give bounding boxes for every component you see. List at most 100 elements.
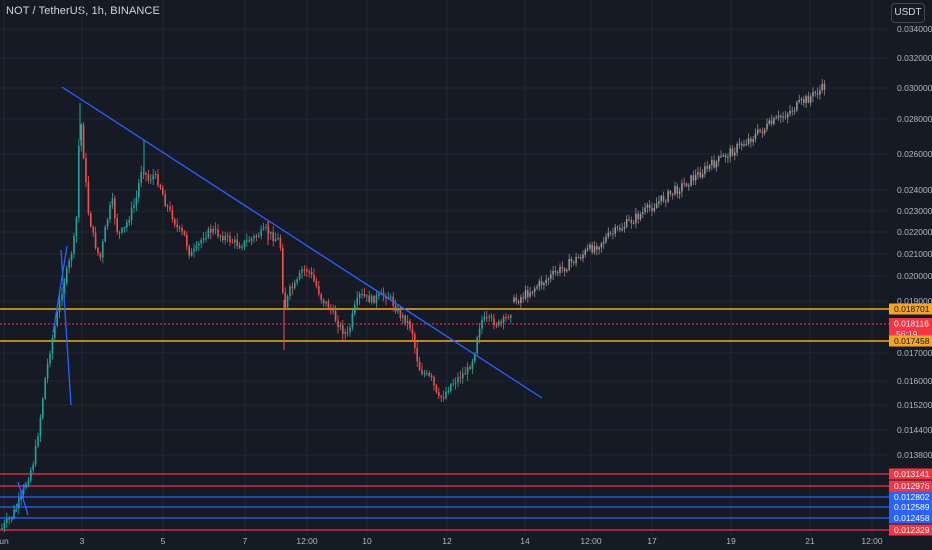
candle-body	[111, 198, 114, 206]
projected-candle-body	[722, 155, 725, 157]
candle-body	[363, 293, 366, 297]
candle-body	[406, 321, 409, 323]
price-tick-label: 0.024000	[897, 185, 932, 195]
currency-button[interactable]: USDT	[891, 3, 925, 23]
candle-body	[409, 321, 411, 329]
projected-candle-body	[577, 256, 580, 258]
projected-candle-body	[807, 96, 810, 103]
candle-body	[116, 218, 118, 233]
candle-body	[152, 175, 154, 180]
projected-candle-body	[513, 297, 515, 302]
projected-candle-body	[685, 183, 688, 187]
candle-body	[346, 331, 349, 333]
projected-candle-body	[667, 191, 669, 202]
candle-body	[229, 235, 231, 242]
candle-body	[430, 375, 433, 378]
candle-body	[471, 361, 474, 369]
candle-body	[445, 391, 447, 399]
candle-body	[493, 318, 495, 326]
candle-body	[414, 334, 416, 348]
projected-candle-body	[803, 99, 805, 104]
candle-body	[390, 296, 392, 298]
projected-candle-body	[683, 183, 685, 185]
rally-trendline-lower	[60, 249, 72, 406]
price-tag	[889, 491, 932, 503]
projected-candle-body	[697, 172, 699, 175]
candle-body	[255, 235, 258, 237]
candle-body	[243, 240, 246, 248]
candle-body	[190, 251, 193, 256]
projected-candle-body	[607, 232, 610, 237]
candle-body	[183, 231, 186, 235]
price-tag-label: 0.018116	[894, 319, 929, 329]
projected-candle-body	[524, 290, 527, 299]
candle-body	[368, 295, 370, 303]
candle-body	[114, 198, 116, 219]
candle-body	[382, 292, 385, 297]
candle-body	[342, 325, 344, 334]
candle-body	[6, 518, 8, 524]
candle-body	[464, 373, 466, 375]
projected-candle-body	[589, 244, 591, 249]
candle-body	[361, 293, 363, 295]
projected-candle-body	[665, 201, 667, 203]
projected-candle-body	[536, 286, 538, 289]
projected-candle-body	[729, 148, 731, 158]
candle-body	[27, 480, 30, 485]
candle-body	[46, 363, 49, 379]
candle-body	[332, 310, 334, 312]
projected-candle-body	[573, 261, 575, 264]
projected-candle-body	[786, 114, 789, 118]
candle-body	[310, 271, 313, 275]
projected-candle-body	[750, 138, 752, 143]
candle-body	[140, 171, 142, 183]
candle-body	[56, 311, 58, 326]
projected-candle-body	[671, 193, 674, 195]
projected-candle-body	[639, 214, 642, 220]
candle-body	[265, 226, 267, 228]
base-trendline-b	[17, 481, 29, 516]
candle-body	[97, 247, 99, 254]
chart-title: NOT / TetherUS, 1h, BINANCE	[6, 5, 160, 17]
candle-body	[301, 269, 303, 273]
candle-body	[214, 228, 217, 230]
projected-candle-body	[816, 93, 819, 95]
price-tag	[889, 480, 932, 492]
candle-body	[481, 319, 483, 329]
time-tick-label: 21	[805, 536, 815, 546]
projected-candle-body	[706, 166, 708, 169]
projected-candle-body	[660, 195, 662, 202]
projected-candle-body	[690, 175, 692, 186]
descending-trendline	[61, 86, 543, 399]
projected-candle-body	[768, 120, 771, 124]
candle-body	[212, 228, 214, 233]
base-trendline-a	[11, 481, 27, 521]
projected-candle-body	[586, 248, 589, 250]
candle-body	[3, 523, 6, 528]
candle-body	[147, 174, 150, 181]
projected-candle-body	[635, 213, 637, 223]
level-lines	[0, 308, 889, 531]
candle-body	[442, 397, 445, 399]
candle-body	[121, 228, 123, 233]
candle-body	[375, 295, 378, 303]
price-tick-label: 0.034000	[897, 24, 932, 34]
price-tick-label: 0.032000	[897, 53, 932, 63]
candle-body	[282, 248, 284, 293]
candle-body	[351, 313, 354, 328]
projected-candle-body	[568, 258, 570, 271]
candle-body	[459, 377, 462, 379]
candle-body	[370, 296, 373, 303]
candle-body	[500, 321, 502, 323]
projected-candle-body	[823, 83, 826, 91]
candle-body	[217, 229, 219, 237]
projected-candle-body	[782, 116, 784, 118]
candle-body	[277, 237, 279, 240]
projected-candle-body	[692, 175, 695, 181]
projected-candle-body	[515, 297, 518, 302]
projected-candle-body	[531, 291, 534, 293]
projected-candle-body	[780, 115, 782, 118]
candle-body	[466, 367, 469, 374]
